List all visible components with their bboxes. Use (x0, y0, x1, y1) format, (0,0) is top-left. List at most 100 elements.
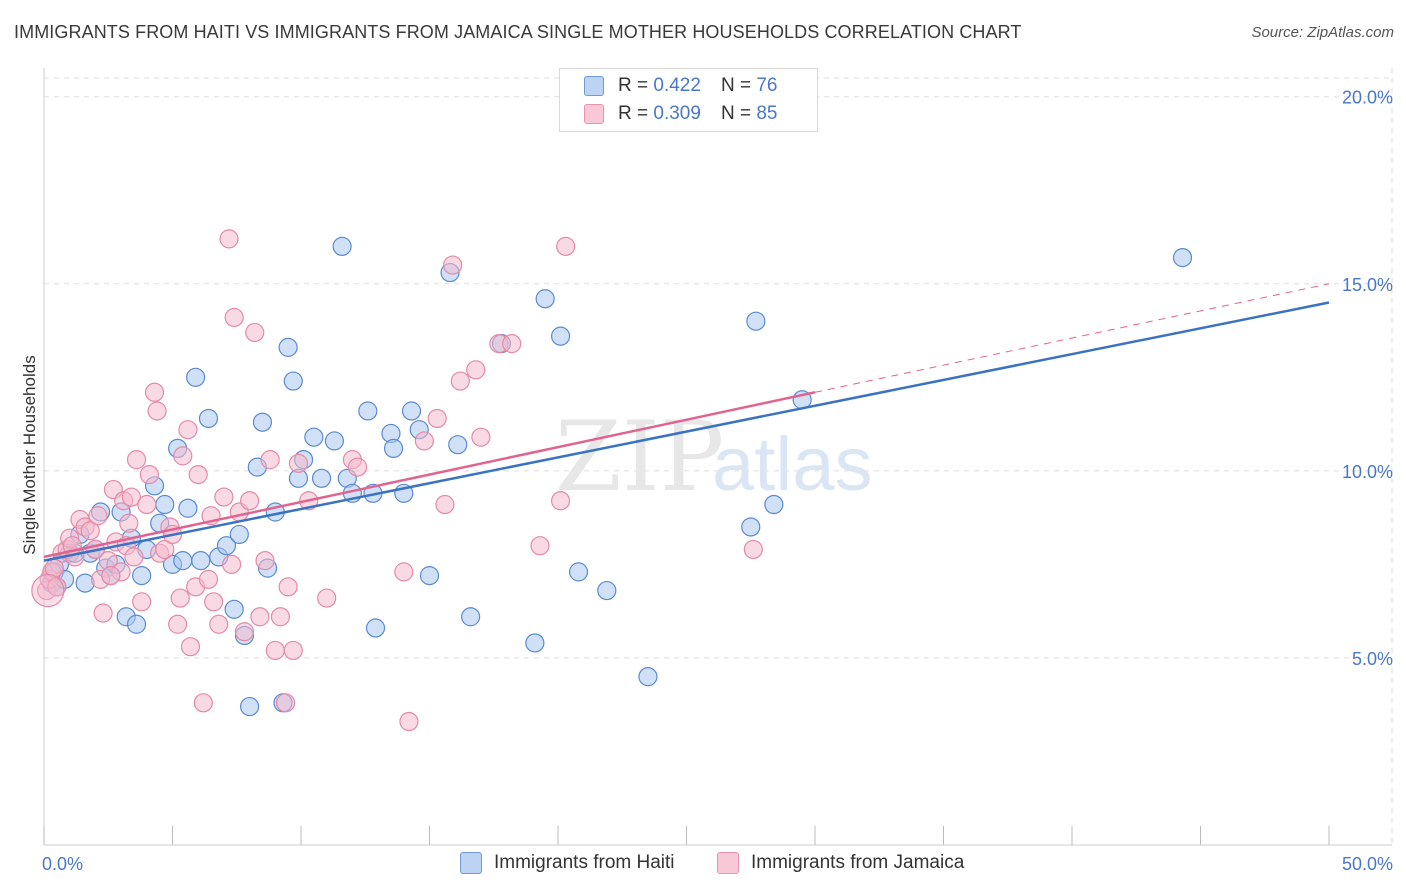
haiti-point (332, 236, 352, 256)
jamaica-point (222, 554, 242, 574)
haiti-point (278, 337, 298, 357)
jamaica-point (234, 622, 255, 642)
jamaica-point (466, 360, 486, 380)
haiti-point (216, 536, 237, 556)
y-tick-label: 5.0% (1352, 649, 1393, 669)
haiti-point (186, 367, 206, 387)
jamaica-point (435, 494, 455, 515)
chart-title: IMMIGRANTS FROM HAITI VS IMMIGRANTS FROM… (14, 22, 1022, 42)
haiti-point (224, 599, 244, 619)
trend-line-haiti (43, 301, 1330, 562)
haiti-point (568, 562, 589, 582)
jamaica-point (155, 539, 175, 560)
legend-r-label: R = (618, 103, 649, 124)
jamaica-point (471, 427, 491, 447)
haiti-point (401, 401, 422, 421)
jamaica-point (170, 588, 190, 608)
haiti-point (448, 435, 468, 455)
jamaica-point (265, 640, 285, 661)
haiti-point (311, 468, 332, 488)
jamaica-point (144, 382, 165, 402)
jamaica-point (124, 547, 144, 567)
haiti-point (191, 551, 211, 571)
y-axis-label: Single Mother Households (20, 355, 39, 554)
jamaica-point (250, 607, 270, 627)
watermark: ZIP atlas (555, 401, 873, 513)
haiti-point (198, 408, 219, 429)
jamaica-point (101, 566, 121, 586)
legend-r-label: R = (618, 75, 649, 96)
haiti-point (597, 580, 617, 601)
jamaica-point (173, 446, 193, 466)
watermark-atlas: atlas (712, 422, 873, 507)
haiti-point (324, 431, 345, 451)
haiti-point (419, 566, 440, 586)
series-legend-jamaica: Immigrants from Jamaica (717, 852, 964, 874)
jamaica-point (80, 521, 100, 541)
jamaica-point (224, 307, 244, 328)
source-label: Source: ZipAtlas.com (1251, 24, 1394, 41)
legend-n-value: 76 (756, 75, 778, 96)
haiti-point (461, 607, 481, 627)
trend-lines (43, 283, 1330, 562)
haiti-point (365, 618, 386, 638)
jamaica-point (204, 592, 224, 612)
jamaica-point (530, 536, 550, 556)
haiti-point (535, 289, 555, 309)
jamaica-point (214, 487, 234, 507)
haiti-point (383, 438, 404, 459)
jamaica-point (450, 371, 470, 391)
jamaica-point (317, 588, 337, 608)
correlation-legend: R = 0.422 N = 76 R = 0.309 N = 85 (559, 68, 818, 132)
jamaica-point (394, 562, 414, 582)
jamaica-point (132, 592, 152, 612)
jamaica-point (288, 453, 309, 473)
legend-r-value: 0.422 (653, 75, 701, 96)
series-label-jamaica: Immigrants from Jamaica (751, 852, 965, 873)
haiti-point (173, 551, 193, 571)
jamaica-point (240, 491, 260, 511)
legend-swatch-haiti (584, 76, 604, 96)
jamaica-point (219, 229, 239, 249)
jamaica-point (399, 711, 419, 732)
jamaica-point (502, 334, 522, 354)
jamaica-point (556, 236, 576, 256)
jamaica-point (260, 450, 280, 470)
jamaica-point (443, 255, 463, 275)
haiti-point (358, 401, 378, 421)
jamaica-point (270, 607, 291, 627)
haiti-point (283, 371, 303, 391)
x-tick-label: 0.0% (42, 854, 83, 874)
series-label-haiti: Immigrants from Haiti (494, 852, 675, 873)
y-tick-label: 15.0% (1342, 275, 1393, 295)
y-tick-label: 20.0% (1342, 88, 1393, 108)
jamaica-point (88, 506, 108, 526)
haiti-point (764, 494, 784, 515)
jamaica-point (188, 464, 208, 485)
jamaica-point (245, 322, 265, 343)
haiti-point (240, 696, 260, 717)
series-legend-haiti: Immigrants from Haiti (460, 852, 675, 874)
jamaica-point (180, 637, 201, 657)
haiti-point (178, 498, 198, 518)
jamaica-point (550, 491, 571, 511)
jamaica-point (278, 577, 298, 597)
series-swatch-haiti (460, 852, 482, 874)
jamaica-point (427, 408, 447, 429)
legend-swatch-jamaica (584, 104, 604, 124)
data-points (31, 229, 1193, 732)
axes (43, 68, 1392, 846)
haiti-point (746, 311, 766, 331)
haiti-point (304, 427, 324, 447)
jamaica-point (275, 693, 296, 713)
haiti-point (229, 524, 249, 545)
haiti-point (525, 633, 545, 653)
legend-r-value: 0.309 (653, 103, 701, 124)
jamaica-point (255, 551, 275, 571)
jamaica-point (414, 431, 434, 451)
haiti-point (741, 517, 761, 537)
haiti-point (638, 667, 658, 687)
jamaica-point (347, 457, 368, 477)
y-tick-label: 10.0% (1342, 462, 1393, 482)
